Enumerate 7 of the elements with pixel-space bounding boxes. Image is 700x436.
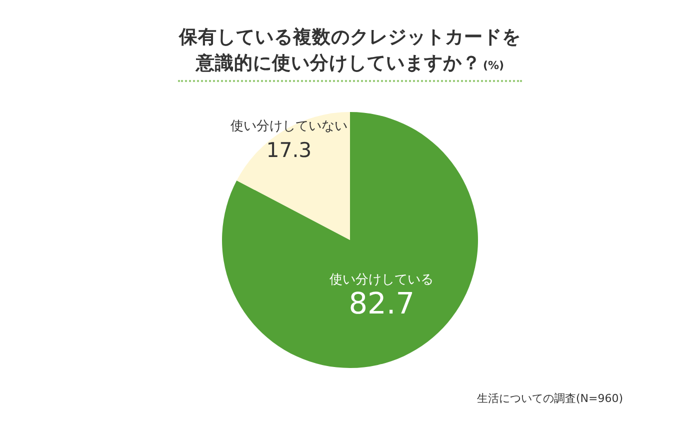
slice-label: 使い分けしていない (230, 118, 348, 134)
slice-label: 使い分けしている (330, 272, 434, 288)
data-label: 17.3 (266, 138, 312, 162)
chart-subtitle: (%) (482, 59, 504, 72)
pie-slice (222, 112, 478, 368)
text: 生活についての調査(N=960) (476, 391, 623, 406)
data-label: 82.7 (348, 286, 415, 320)
